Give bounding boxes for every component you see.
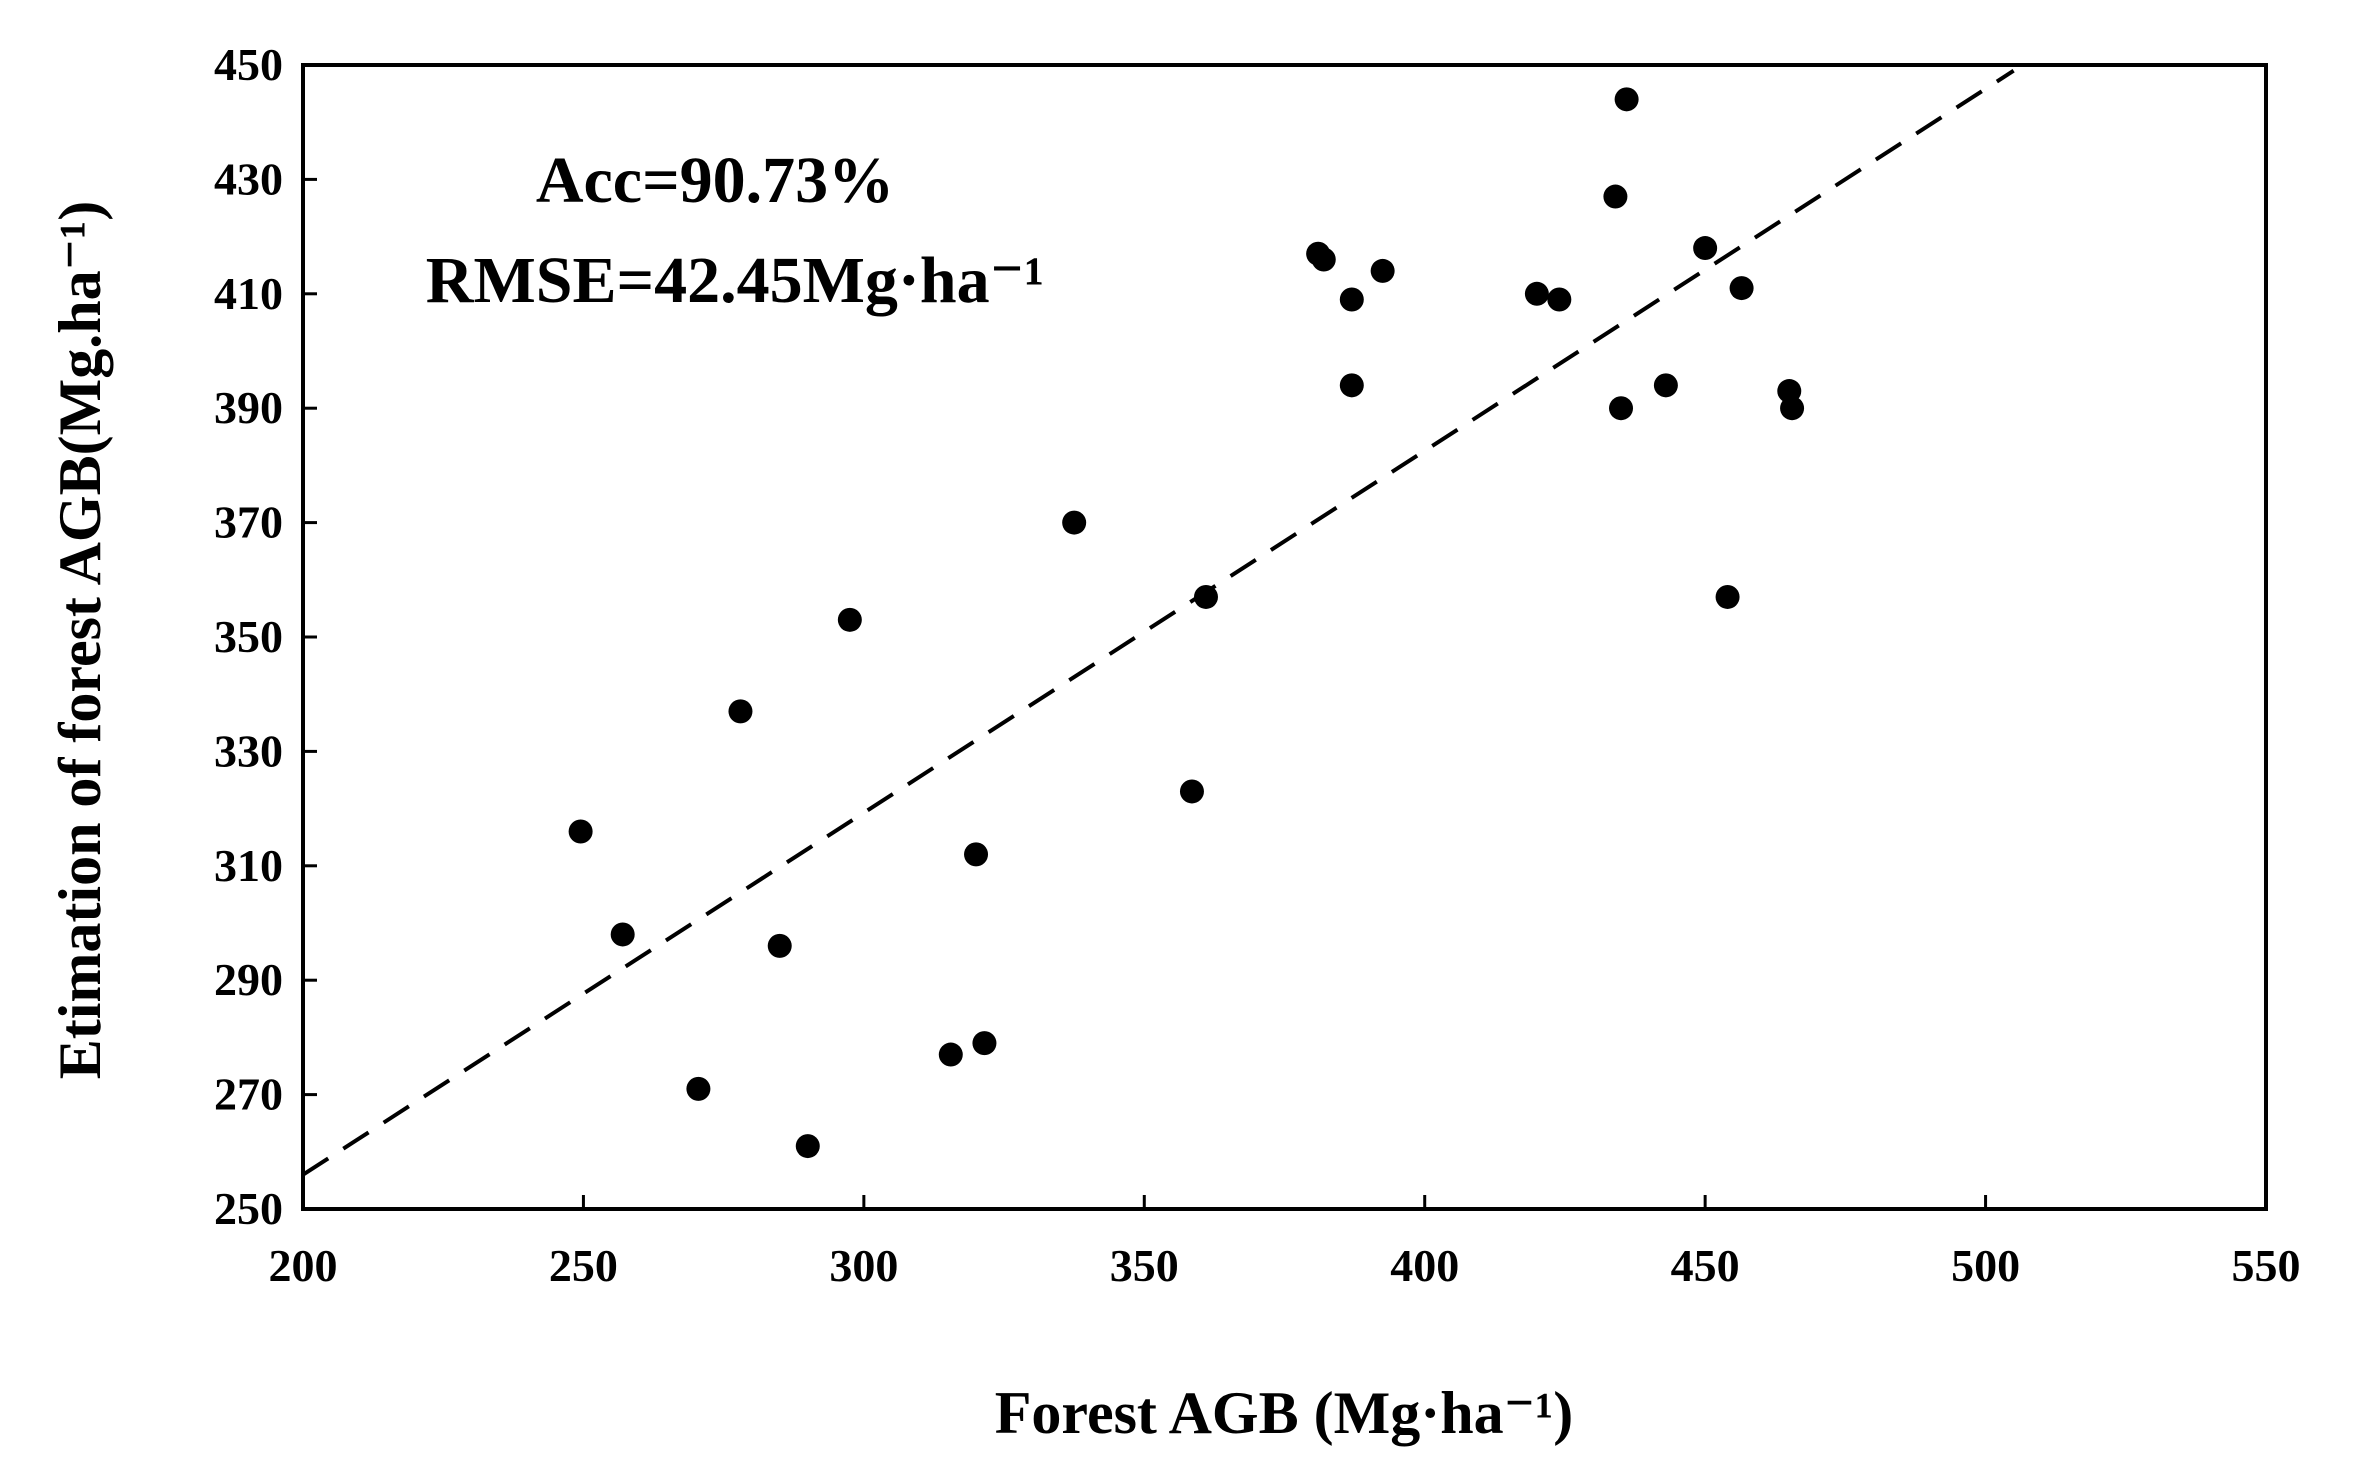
data-point bbox=[568, 819, 593, 844]
data-points bbox=[568, 87, 1805, 1159]
plot-area bbox=[301, 63, 2268, 1211]
x-axis-title: Forest AGB (Mg·ha⁻¹) bbox=[995, 1380, 1574, 1446]
data-point bbox=[837, 607, 862, 632]
data-point bbox=[1614, 87, 1639, 112]
y-tick-label: 250 bbox=[214, 1183, 283, 1234]
data-point bbox=[1547, 287, 1572, 312]
x-tick-label: 200 bbox=[269, 1240, 338, 1291]
data-point bbox=[1311, 247, 1336, 272]
y-tick-label: 330 bbox=[214, 725, 283, 776]
fit-line-layer bbox=[301, 69, 2015, 1177]
data-point bbox=[964, 842, 989, 867]
x-tick-label: 550 bbox=[2232, 1240, 2301, 1291]
y-tick-label: 370 bbox=[214, 497, 283, 548]
data-point bbox=[1653, 373, 1678, 398]
data-point bbox=[1715, 584, 1740, 609]
data-point bbox=[1179, 779, 1204, 804]
x-tick-label: 450 bbox=[1671, 1240, 1740, 1291]
data-point bbox=[1729, 276, 1754, 301]
data-point bbox=[1524, 281, 1549, 306]
data-point bbox=[938, 1042, 963, 1067]
data-point bbox=[1603, 184, 1628, 209]
y-tick-label: 430 bbox=[214, 153, 283, 204]
data-point bbox=[1609, 396, 1634, 421]
x-tick-label: 350 bbox=[1110, 1240, 1179, 1291]
data-point bbox=[1339, 287, 1364, 312]
x-tick-label: 250 bbox=[549, 1240, 618, 1291]
data-point bbox=[1780, 396, 1805, 421]
x-tick-label: 500 bbox=[1951, 1240, 2020, 1291]
y-tick-label: 350 bbox=[214, 611, 283, 662]
y-tick-label: 410 bbox=[214, 268, 283, 319]
data-point bbox=[1339, 373, 1364, 398]
y-tick-label: 310 bbox=[214, 840, 283, 891]
y-tick-label: 390 bbox=[214, 382, 283, 433]
y-tick-label: 450 bbox=[214, 39, 283, 90]
data-point bbox=[795, 1134, 820, 1159]
x-tick-label: 400 bbox=[1390, 1240, 1459, 1291]
data-point bbox=[728, 699, 753, 724]
data-point bbox=[1370, 258, 1395, 283]
data-point bbox=[686, 1076, 711, 1101]
x-tick-label: 300 bbox=[829, 1240, 898, 1291]
data-point bbox=[1062, 510, 1087, 535]
y-axis-ticks: 250 270 290 310 330 350 370 390 410 430 450 bbox=[214, 39, 317, 1234]
data-point bbox=[610, 922, 635, 947]
data-point bbox=[972, 1031, 997, 1056]
data-point bbox=[1693, 236, 1718, 261]
data-point bbox=[1193, 584, 1218, 609]
fit-line bbox=[301, 69, 2015, 1177]
y-tick-label: 290 bbox=[214, 954, 283, 1005]
annotation-accuracy: Acc=90.73% bbox=[536, 144, 894, 217]
y-tick-label: 270 bbox=[214, 1069, 283, 1120]
x-axis-ticks: 200 250 300 350 400 450 500 550 bbox=[269, 1195, 2301, 1291]
data-point bbox=[767, 933, 792, 958]
annotation-rmse: RMSE=42.45Mg·ha⁻¹ bbox=[426, 244, 1044, 317]
y-axis-title: Etimation of forest AGB(Mg.ha⁻¹) bbox=[47, 201, 113, 1079]
